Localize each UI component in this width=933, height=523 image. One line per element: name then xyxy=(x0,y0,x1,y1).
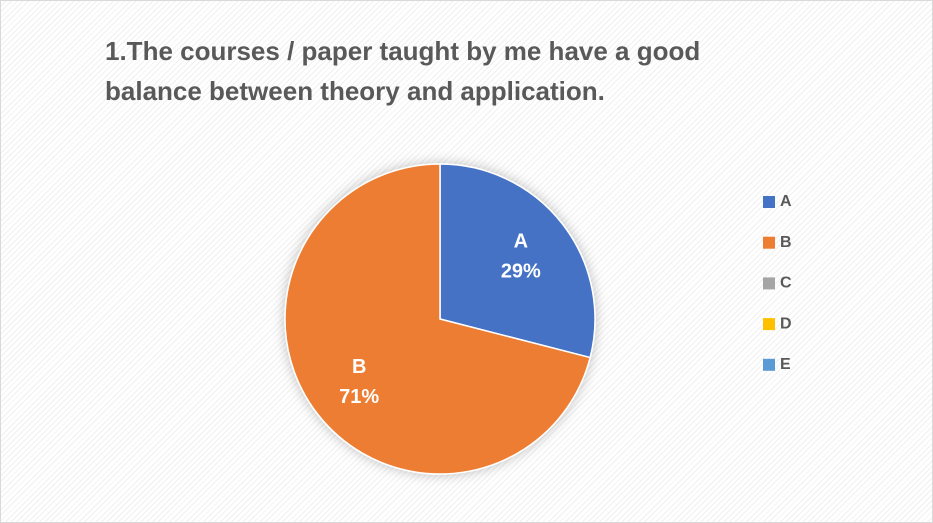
data-label-category: A xyxy=(514,231,528,253)
data-label-category: B xyxy=(352,356,366,378)
data-label-value: 71% xyxy=(339,386,379,408)
legend-label: A xyxy=(780,193,792,210)
legend-swatch xyxy=(763,196,775,208)
legend-swatch xyxy=(763,318,775,331)
legend-swatch xyxy=(763,277,775,290)
legend-swatch xyxy=(763,236,775,249)
pie-slice xyxy=(284,163,592,475)
legend-label: B xyxy=(780,234,792,251)
legend-label: D xyxy=(780,315,792,332)
data-label-value: 29% xyxy=(501,261,541,283)
chart-title: 1.The courses / paper taught by me have … xyxy=(105,36,701,106)
pie xyxy=(284,163,596,475)
pie-slice xyxy=(439,163,596,359)
legend-label: E xyxy=(780,356,791,373)
legend-swatch xyxy=(763,358,775,371)
legend-label: C xyxy=(780,275,792,292)
